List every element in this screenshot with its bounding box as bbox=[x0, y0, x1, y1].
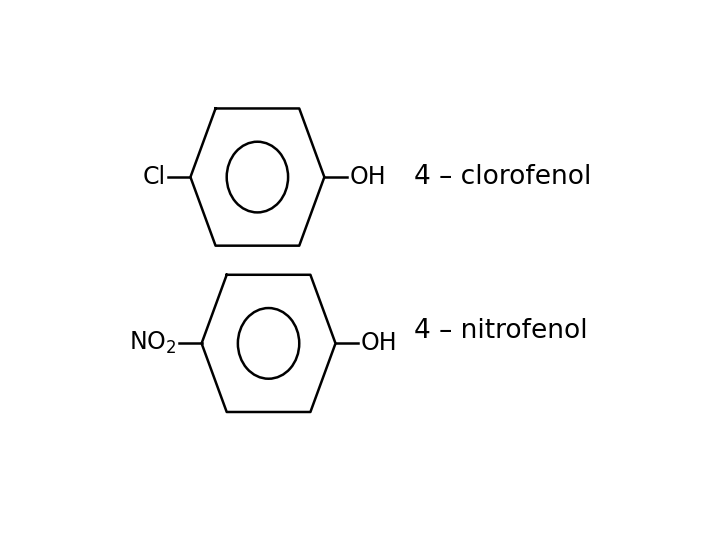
Text: OH: OH bbox=[349, 165, 386, 189]
Text: Cl: Cl bbox=[143, 165, 166, 189]
Text: 4 – nitrofenol: 4 – nitrofenol bbox=[413, 318, 588, 344]
Text: NO$_2$: NO$_2$ bbox=[129, 330, 176, 356]
Text: OH: OH bbox=[361, 332, 397, 355]
Text: 4 – clorofenol: 4 – clorofenol bbox=[413, 164, 591, 190]
